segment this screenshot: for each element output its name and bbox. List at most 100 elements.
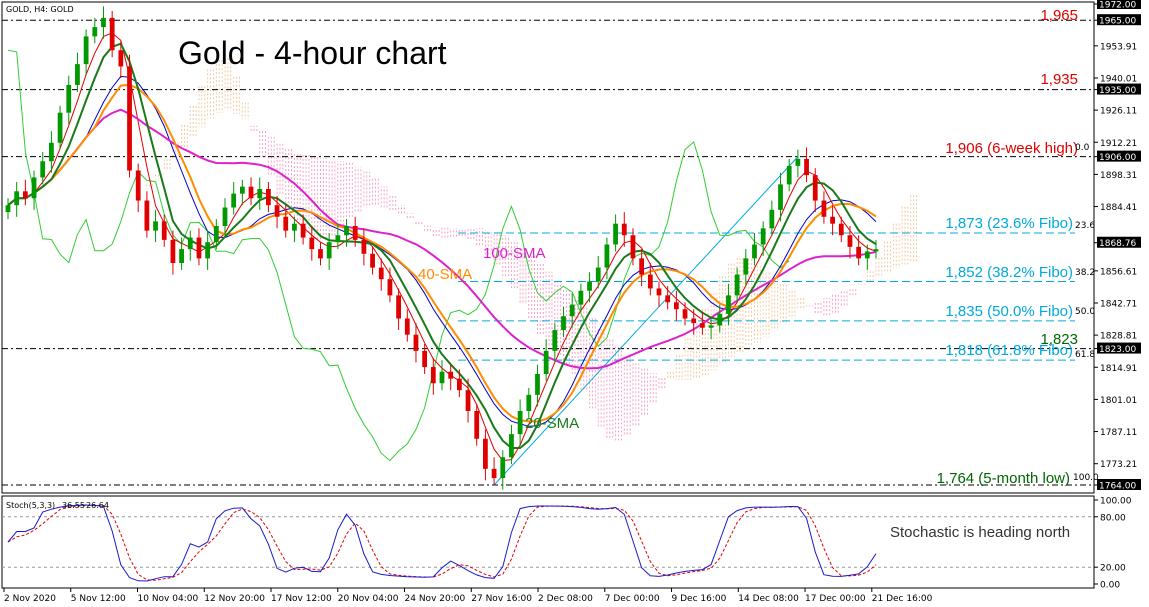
- price-tick-label: 1898.31: [1100, 171, 1137, 181]
- fibo-pct-100: 100.0: [1073, 473, 1099, 483]
- candle-body: [153, 221, 158, 231]
- candle-body: [404, 318, 410, 335]
- fibo-pct-50: 50.0: [1075, 307, 1095, 317]
- sma40-line: [7, 83, 877, 423]
- stoch-note: Stochastic is heading north: [890, 524, 1070, 541]
- time-tick-label: 5 Nov 12:00: [71, 594, 126, 604]
- candle-body: [75, 64, 80, 85]
- price-tick-label: 1787.11: [1100, 428, 1137, 438]
- time-tick-label: 27 Nov 16:00: [471, 594, 532, 604]
- candle-body: [456, 378, 462, 391]
- fibo-anchor-line: [493, 156, 799, 486]
- price-tag-box: [1097, 14, 1141, 26]
- price-tick-label: 1773.21: [1100, 460, 1137, 470]
- candle-body: [856, 246, 862, 259]
- candle-body: [361, 239, 367, 254]
- stoch-tick-label: 0.00: [1100, 581, 1120, 591]
- candle-body: [847, 235, 853, 247]
- candle-body: [378, 267, 384, 280]
- level-label-1906: 1,906 (6-week high): [945, 140, 1078, 157]
- candle-body: [205, 242, 211, 259]
- candle-body: [509, 434, 514, 458]
- candle-body: [500, 457, 506, 479]
- candle-body: [144, 200, 150, 231]
- candle-body: [656, 288, 662, 296]
- time-tick-label: 20 Nov 04:00: [338, 594, 399, 604]
- candle-body: [5, 205, 11, 213]
- candle-body: [830, 216, 835, 224]
- price-tick-label: 1814.91: [1100, 364, 1137, 374]
- price-tick-label: 1801.01: [1100, 396, 1137, 406]
- candle-body: [179, 249, 184, 263]
- candle-body: [22, 191, 28, 199]
- sma20-annotation: 20-SMA: [525, 415, 579, 432]
- sma20-line: [7, 42, 877, 449]
- price-tick-label: 1940.01: [1100, 74, 1137, 84]
- candle-body: [283, 216, 289, 231]
- candle-body: [309, 237, 315, 250]
- candle-body: [561, 316, 566, 331]
- candle-body: [430, 367, 436, 384]
- candle-body: [821, 200, 827, 217]
- price-tick-label: 1926.11: [1100, 107, 1137, 117]
- candle-body: [752, 244, 757, 259]
- candle-body: [387, 279, 393, 296]
- candle-body: [266, 189, 271, 206]
- time-tick-label: 2 Dec 08:00: [538, 594, 593, 604]
- candle-body: [231, 193, 237, 208]
- main-pane-frame: [1, 1, 1095, 494]
- candle-body: [647, 274, 653, 289]
- indicator-lines: [7, 32, 877, 462]
- candle-body: [578, 290, 584, 305]
- candle-body: [708, 325, 714, 328]
- candle-body: [257, 189, 263, 199]
- candle-body: [838, 223, 844, 236]
- price-tag-box: [1097, 479, 1141, 490]
- fibo-pct-38: 38.2: [1075, 268, 1095, 278]
- candle-body: [673, 302, 679, 310]
- price-tag-label: 1906.00: [1099, 153, 1136, 163]
- time-tick-label: 14 Dec 08:00: [738, 594, 799, 604]
- stoch-tick-label: 100.00: [1100, 497, 1132, 507]
- candle-body: [569, 304, 575, 317]
- candle-body: [526, 394, 532, 411]
- candle-body: [318, 249, 323, 259]
- candle-body: [491, 468, 497, 479]
- candle-body: [665, 295, 671, 303]
- time-tick-label: 2 Nov 2020: [4, 594, 56, 604]
- price-tick-label: 1856.61: [1100, 267, 1137, 277]
- candle-body: [726, 295, 731, 314]
- stoch-signal-value: 26.64: [86, 501, 109, 510]
- candle-body: [700, 323, 705, 328]
- fibo-trendline: [493, 156, 799, 486]
- candle-body: [40, 161, 46, 178]
- candle-body: [517, 411, 523, 435]
- stoch-tick-label: 20.00: [1100, 564, 1126, 574]
- candle-body: [448, 371, 454, 379]
- price-axis: 1972.00 1965.00 1953.91 1940.01 1935.00 1926.…: [1094, 0, 1141, 492]
- candle-body: [187, 237, 193, 250]
- candle-body: [292, 223, 297, 231]
- candle-body: [465, 390, 471, 411]
- candle-body: [613, 223, 618, 245]
- candle-body: [118, 50, 124, 67]
- price-tag-box: [1097, 236, 1141, 248]
- chart-title: Gold - 4-hour chart: [178, 35, 447, 71]
- candle-body: [439, 371, 445, 384]
- level-label-1764: 1,764 (5-month low): [937, 470, 1070, 487]
- price-tick-label: 1842.71: [1100, 299, 1137, 309]
- candle-body: [109, 17, 115, 51]
- candle-body: [734, 274, 740, 296]
- candle-body: [639, 258, 645, 275]
- time-tick-label: 9 Dec 16:00: [672, 594, 727, 604]
- price-tick-label: 1912.21: [1100, 139, 1137, 149]
- candle-body: [691, 318, 697, 324]
- price-tag-label: 1868.76: [1099, 239, 1136, 249]
- fibo-label-50: 1,835 (50.0% Fibo): [945, 303, 1073, 320]
- candle-body: [57, 112, 63, 143]
- candle-body: [274, 205, 280, 217]
- fibo-label-23: 1,873 (23.6% Fibo): [945, 215, 1073, 232]
- fibo-label-61: 1,818 (61.8% Fibo): [945, 342, 1073, 359]
- candle-body: [239, 186, 245, 194]
